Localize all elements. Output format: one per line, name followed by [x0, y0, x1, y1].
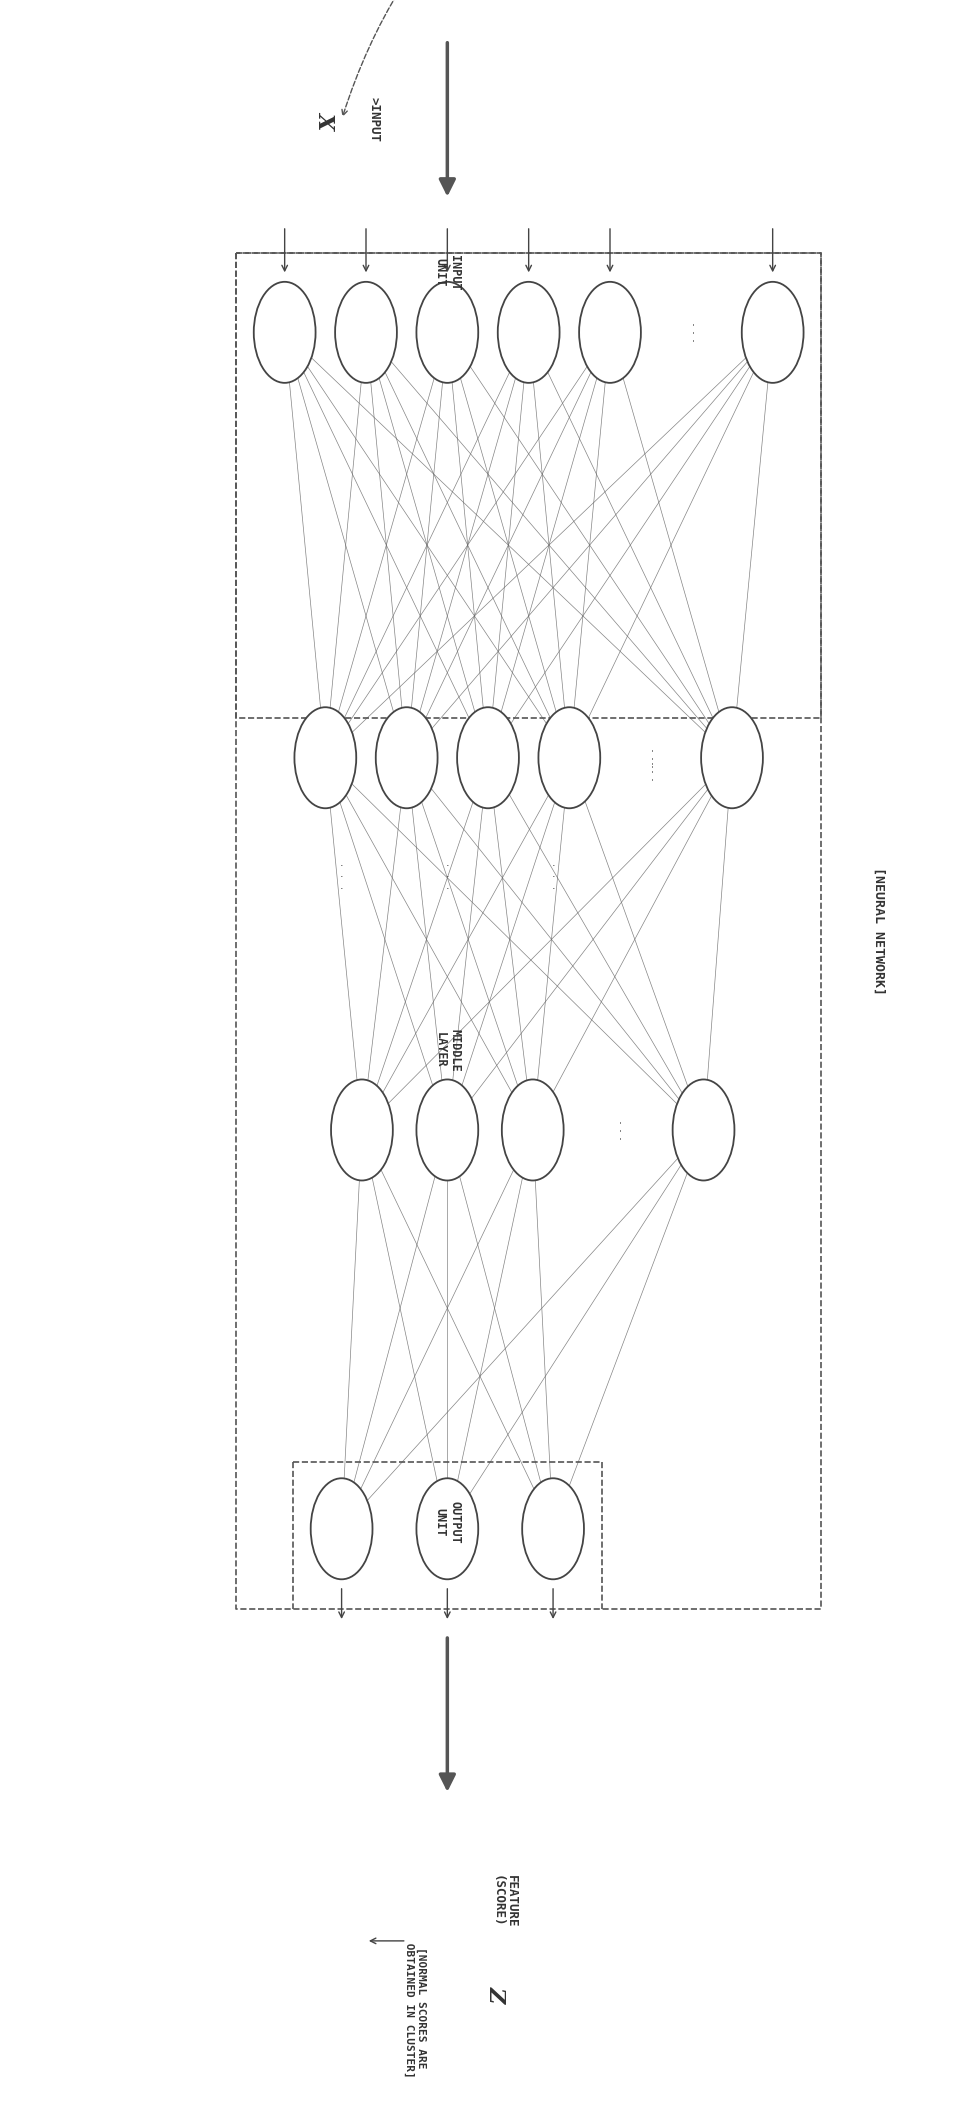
Ellipse shape — [417, 1081, 478, 1180]
Ellipse shape — [502, 1081, 563, 1180]
Ellipse shape — [331, 1081, 393, 1180]
Ellipse shape — [522, 1478, 584, 1578]
Text: · · ·: · · · — [644, 761, 657, 781]
Ellipse shape — [417, 283, 478, 383]
Text: · · ·: · · · — [685, 323, 698, 342]
Ellipse shape — [701, 706, 763, 808]
Ellipse shape — [672, 1081, 735, 1180]
Ellipse shape — [376, 706, 437, 808]
Text: ·
·
·: · · · — [551, 861, 555, 893]
Text: X: X — [314, 111, 337, 128]
Text: [NORMAL SCORES ARE
 OBTAINED IN CLUSTER]: [NORMAL SCORES ARE OBTAINED IN CLUSTER] — [404, 1936, 426, 2078]
Text: · · ·: · · · — [644, 749, 657, 768]
Ellipse shape — [498, 283, 559, 383]
Ellipse shape — [742, 283, 803, 383]
Ellipse shape — [417, 1478, 478, 1578]
Ellipse shape — [579, 283, 641, 383]
Text: FEATURE
(SCORE): FEATURE (SCORE) — [490, 1874, 518, 1927]
Ellipse shape — [310, 1478, 373, 1578]
Text: [NEURAL NETWORK]: [NEURAL NETWORK] — [872, 866, 885, 995]
Ellipse shape — [539, 706, 600, 808]
Text: Z: Z — [485, 1987, 508, 2002]
Ellipse shape — [254, 283, 315, 383]
Text: · · ·: · · · — [612, 1121, 625, 1140]
Text: OUTPUT
UNIT: OUTPUT UNIT — [433, 1502, 462, 1544]
Ellipse shape — [335, 283, 397, 383]
Text: >INPUT: >INPUT — [368, 98, 381, 143]
Ellipse shape — [457, 706, 519, 808]
Text: ·
·
·: · · · — [340, 861, 344, 893]
Ellipse shape — [295, 706, 356, 808]
Text: ·
·
·: · · · — [445, 861, 449, 893]
Text: INPUT
UNIT: INPUT UNIT — [433, 255, 462, 289]
Text: MIDDLE
LAYER: MIDDLE LAYER — [433, 1029, 462, 1072]
